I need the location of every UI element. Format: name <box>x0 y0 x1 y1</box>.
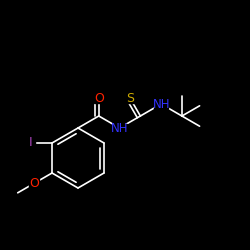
Bar <box>29 179 39 188</box>
Text: O: O <box>30 177 39 190</box>
Text: S: S <box>126 92 134 105</box>
Bar <box>125 94 135 103</box>
Text: I: I <box>28 136 32 149</box>
Text: NH: NH <box>111 122 128 134</box>
Text: O: O <box>94 92 104 104</box>
Bar <box>94 94 104 102</box>
Bar <box>154 100 168 108</box>
Text: NH: NH <box>152 98 170 110</box>
Bar <box>112 124 126 132</box>
Bar <box>26 138 35 147</box>
